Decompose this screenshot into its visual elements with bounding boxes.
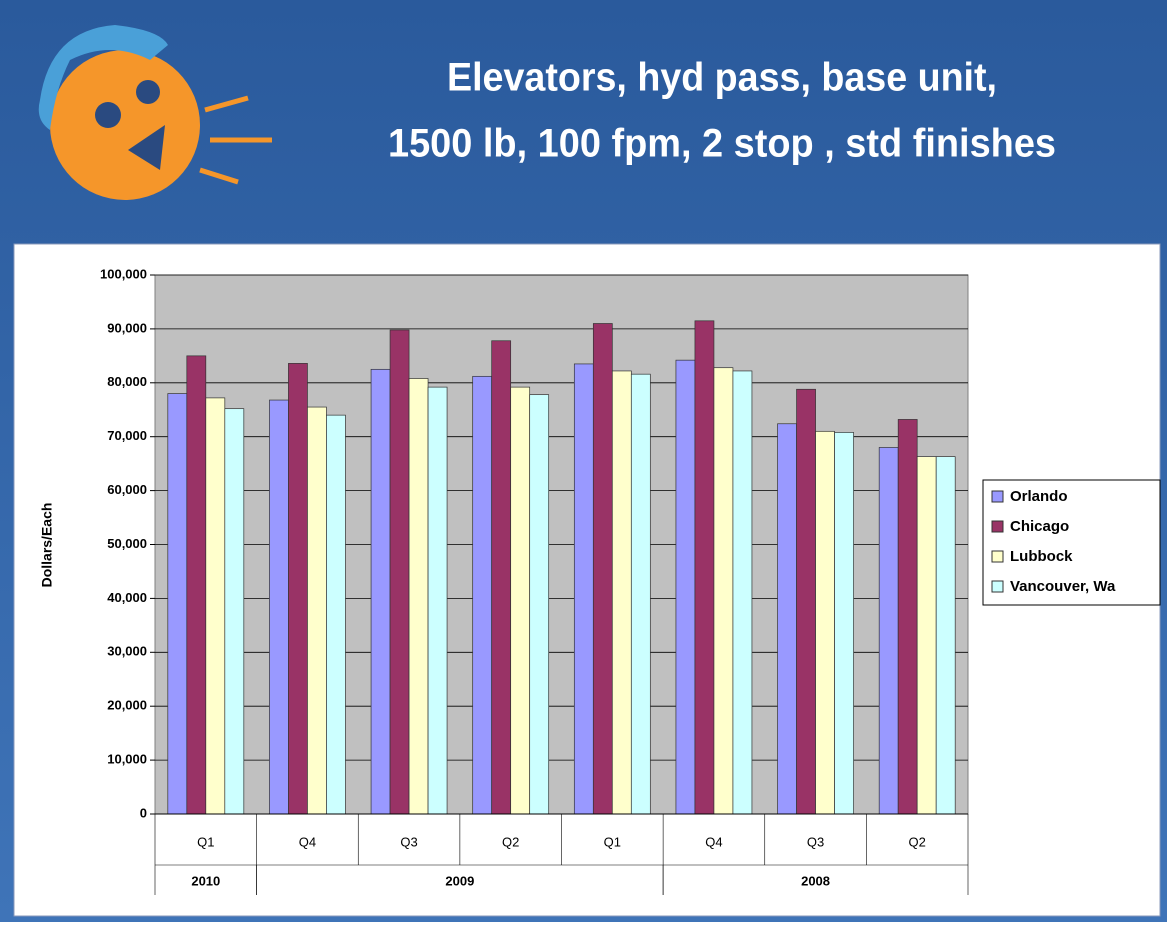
legend-label: Vancouver, Wa: [1010, 578, 1116, 595]
y-tick-label: 20,000: [107, 698, 147, 713]
x-tick-label: Q2: [502, 834, 519, 849]
y-tick-label: 60,000: [107, 482, 147, 497]
legend-swatch: [992, 581, 1003, 592]
bar: [326, 415, 345, 814]
y-tick-label: 40,000: [107, 590, 147, 605]
bar: [612, 371, 631, 814]
bar: [307, 407, 326, 814]
bar: [917, 457, 936, 814]
legend-swatch: [992, 551, 1003, 562]
bar: [879, 447, 898, 814]
page: Elevators, hyd pass, base unit, 1500 lb,…: [0, 0, 1167, 922]
group-label: 2009: [445, 873, 474, 888]
y-tick-label: 70,000: [107, 428, 147, 443]
bar: [428, 387, 447, 814]
legend-label: Orlando: [1010, 488, 1068, 505]
bar: [409, 378, 428, 814]
bar: [778, 424, 797, 814]
bar: [733, 371, 752, 814]
bar: [288, 363, 307, 814]
bar: [695, 321, 714, 814]
legend-swatch: [992, 521, 1003, 532]
bar: [898, 419, 917, 814]
bar: [390, 330, 409, 814]
x-tick-label: Q2: [909, 834, 926, 849]
y-tick-label: 0: [140, 805, 147, 820]
bar: [936, 457, 955, 814]
title-line: Elevators, hyd pass, base unit,: [447, 56, 997, 100]
y-tick-label: 80,000: [107, 374, 147, 389]
bar: [816, 431, 835, 814]
bar: [473, 376, 492, 814]
bar: [835, 432, 854, 814]
bar: [676, 360, 695, 814]
legend-label: Chicago: [1010, 518, 1069, 535]
x-tick-label: Q1: [197, 834, 214, 849]
x-tick-label: Q3: [400, 834, 417, 849]
bar: [593, 324, 612, 814]
y-tick-label: 100,000: [100, 266, 147, 281]
x-tick-label: Q1: [604, 834, 621, 849]
bar: [168, 394, 187, 814]
x-tick-label: Q4: [299, 834, 316, 849]
y-tick-label: 90,000: [107, 320, 147, 335]
bar: [269, 400, 288, 814]
bar: [371, 369, 390, 814]
bar: [187, 356, 206, 814]
group-label: 2008: [801, 873, 830, 888]
bar: [206, 398, 225, 814]
y-axis-label: Dollars/Each: [39, 503, 55, 588]
bar: [714, 368, 733, 814]
y-tick-label: 30,000: [107, 644, 147, 659]
bar: [797, 389, 816, 814]
bar: [225, 409, 244, 814]
x-tick-label: Q3: [807, 834, 824, 849]
bar: [631, 374, 650, 814]
x-tick-label: Q4: [705, 834, 722, 849]
bar: [574, 364, 593, 814]
bar: [492, 341, 511, 814]
legend-label: Lubbock: [1010, 548, 1073, 565]
y-tick-label: 10,000: [107, 752, 147, 767]
legend-swatch: [992, 491, 1003, 502]
bar: [530, 395, 549, 814]
bar: [511, 387, 530, 814]
title-line: 1500 lb, 100 fpm, 2 stop , std finishes: [388, 122, 1056, 166]
group-label: 2010: [191, 873, 220, 888]
y-tick-label: 50,000: [107, 536, 147, 551]
